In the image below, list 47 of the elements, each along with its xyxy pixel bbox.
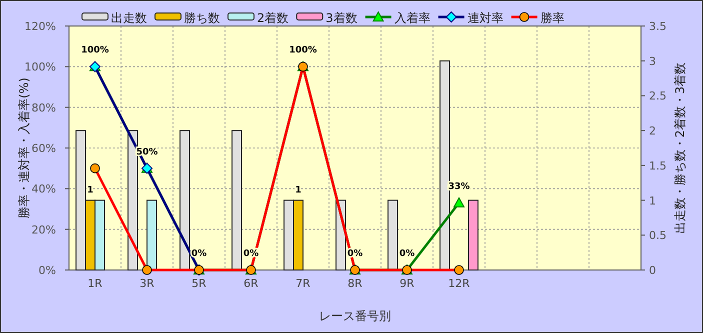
data-label: 1 [87,185,94,196]
y-tick-label: 0% [38,264,56,277]
y-tick-label: 80% [32,101,56,114]
y2-tick-label: 2 [649,124,656,138]
y2-tick-label: 2.5 [649,90,666,103]
y-tick-label: 40% [32,182,56,196]
y2-tick-label: 0.5 [649,229,666,242]
legend-label: 勝ち数 [184,11,220,25]
x-tick-label: 5R [192,277,207,290]
y-tick-label: 120% [24,20,56,33]
y-tick-label: 60% [32,142,56,155]
legend-label: 入着率 [394,11,430,25]
y2-tick-label: 1 [649,194,656,208]
legend-label: 勝率 [540,11,564,25]
x-tick-label: 7R [296,277,311,290]
x-axis-title: レース番号別 [319,309,391,323]
data-label: 0% [191,249,207,259]
y-tick-label: 20% [32,223,56,236]
x-tick-label: 1R [88,277,103,290]
data-label: 100% [289,46,317,56]
y2-tick-label: 1.5 [649,159,666,172]
point [454,197,464,208]
data-label: 0% [399,249,415,259]
bar [232,130,242,270]
bar [146,200,157,270]
y2-axis-title: 出走数・勝ち数・2着数・3着数 [673,62,687,234]
legend-label: 出走数 [111,11,147,25]
x-tick-label: 3R [140,277,155,290]
legend-label: 連対率 [467,11,504,25]
x-tick-label: 6R [244,277,259,290]
y-tick-label: 100% [24,60,56,74]
legend-label: 3着数 [326,11,358,25]
bar [468,200,478,270]
legend-label: 2着数 [257,11,289,25]
x-tick-label: 12R [448,277,470,290]
x-tick-label: 9R [400,277,415,290]
x-tick-label: 8R [348,277,363,290]
y2-tick-label: 3 [649,54,656,68]
y2-tick-label: 0 [649,264,656,277]
data-label: 100% [81,46,109,56]
bar [128,130,138,270]
y-axis-title: 勝率・連対率・入着率(%) [17,78,31,218]
bar [180,130,190,270]
data-label: 1 [295,185,302,196]
bar [440,60,450,270]
y2-tick-label: 3.5 [649,20,666,33]
bar [388,200,398,270]
